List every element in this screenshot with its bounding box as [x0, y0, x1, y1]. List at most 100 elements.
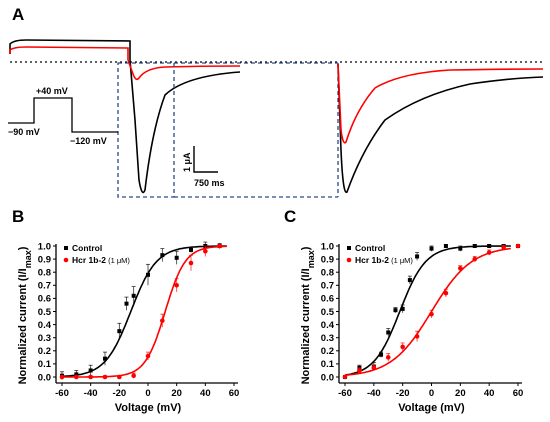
legend-marker	[347, 246, 351, 250]
data-point	[400, 344, 405, 350]
data-point	[443, 290, 449, 296]
y-tick-label: 0.7	[38, 281, 51, 292]
y-tick-label: 0.4	[38, 320, 52, 331]
data-point	[103, 356, 107, 361]
series-fit-line	[62, 245, 227, 378]
scale-bar-time-label: 750 ms	[194, 178, 225, 188]
legend-label: Control	[72, 243, 102, 253]
data-point	[415, 254, 420, 259]
data-point	[357, 368, 362, 373]
data-point	[74, 374, 79, 380]
data-point	[443, 244, 448, 248]
data-point	[429, 246, 434, 251]
scale-bar-current-label: 1 μA	[182, 152, 192, 172]
data-point	[117, 329, 122, 334]
y-tick-label: 0.1	[38, 359, 52, 370]
y-axis-label: Normalized current (I/Imax)	[17, 246, 33, 384]
series-fit-line	[61, 245, 227, 378]
data-point	[160, 253, 165, 258]
y-tick-label: 0.9	[38, 254, 51, 265]
x-tick-label: 40	[200, 388, 211, 399]
data-point	[486, 250, 492, 255]
x-tick-label: 60	[513, 388, 524, 399]
data-point	[385, 355, 391, 360]
y-tick-label: 0.8	[38, 268, 51, 279]
data-point	[393, 308, 398, 313]
data-point	[458, 246, 463, 251]
y-tick-label: 0.0	[321, 372, 334, 383]
y-tick-label: 0.1	[321, 359, 335, 370]
y-tick-label: 0.6	[321, 294, 334, 305]
data-point	[472, 244, 477, 248]
data-point	[487, 244, 492, 248]
data-point	[131, 293, 136, 298]
scale-bar	[193, 146, 218, 173]
legend-marker	[63, 257, 69, 263]
data-point	[88, 374, 93, 380]
y-tick-label: 1.0	[321, 241, 334, 252]
legend-label: Hcr 1b-2 (1 μM)	[355, 255, 413, 265]
data-point	[407, 278, 412, 283]
legend-label: Hcr 1b-2 (1 μM)	[72, 255, 130, 265]
x-tick-label: 40	[484, 388, 495, 399]
data-point	[342, 374, 348, 380]
data-point	[371, 365, 377, 371]
x-tick-label: 20	[455, 388, 466, 399]
data-point	[174, 255, 179, 260]
protocol-label-step: +40 mV	[36, 86, 68, 96]
data-point	[429, 311, 434, 317]
data-point	[74, 372, 79, 377]
x-tick-label: 0	[145, 388, 150, 399]
x-tick-label: -20	[112, 388, 126, 399]
data-point	[379, 352, 384, 357]
x-tick-label: -40	[84, 388, 98, 399]
x-tick-label: -20	[396, 388, 410, 399]
data-point	[117, 374, 122, 380]
series-fit-line	[344, 247, 511, 376]
y-axis-label: Normalized current (I/Imax)	[300, 246, 316, 384]
y-tick-label: 0.3	[38, 333, 51, 344]
data-point	[515, 243, 521, 249]
x-tick-label: 60	[229, 388, 240, 399]
trace-toxin-tail	[127, 59, 241, 81]
x-tick-label: 0	[429, 388, 434, 399]
data-point	[386, 330, 391, 335]
data-point	[203, 248, 208, 254]
y-tick-label: 0.6	[38, 294, 51, 305]
legend-marker	[346, 257, 352, 263]
data-point	[174, 283, 179, 288]
protocol-label-hold: −90 mV	[8, 127, 40, 137]
data-point	[189, 247, 193, 252]
panel-label-c: C	[284, 207, 296, 226]
x-tick-label: -60	[338, 388, 352, 399]
data-point	[160, 318, 165, 323]
plot-b: 0.0 0.1 0.2 0.3 0.4 0.5 0.6 0.7 0.8 0.9 1.0 -60 -40 -…	[17, 241, 239, 414]
legend-marker	[64, 246, 68, 250]
y-tick-label: 0.7	[321, 281, 334, 292]
data-point	[458, 265, 463, 271]
trace-control-tail-expanded	[337, 63, 544, 194]
y-tick-label: 1.0	[38, 241, 51, 252]
y-tick-label: 0.5	[38, 307, 52, 318]
plot-c: 0.0 0.1 0.2 0.3 0.4 0.5 0.6 0.7 0.8 0.9 1.0 -60 -40 -…	[300, 241, 523, 414]
trace-control-tail	[129, 59, 241, 194]
data-point	[59, 374, 65, 380]
x-axis-label: Voltage (mV)	[398, 402, 465, 414]
data-point	[88, 368, 93, 373]
data-point	[124, 301, 129, 306]
data-point	[472, 256, 478, 262]
data-point	[131, 373, 136, 378]
legend-label: Control	[355, 243, 385, 253]
trace-toxin-tail-expanded	[337, 63, 544, 144]
y-tick-label: 0.3	[321, 333, 334, 344]
x-tick-label: 20	[171, 388, 182, 399]
y-tick-label: 0.2	[38, 346, 51, 357]
data-point	[400, 306, 405, 311]
y-tick-label: 0.0	[38, 372, 51, 383]
data-point	[217, 243, 222, 249]
data-point	[501, 245, 506, 250]
y-tick-label: 0.8	[321, 268, 334, 279]
data-point	[414, 334, 420, 339]
x-tick-label: -60	[55, 388, 69, 399]
x-axis-label: Voltage (mV)	[115, 402, 182, 414]
